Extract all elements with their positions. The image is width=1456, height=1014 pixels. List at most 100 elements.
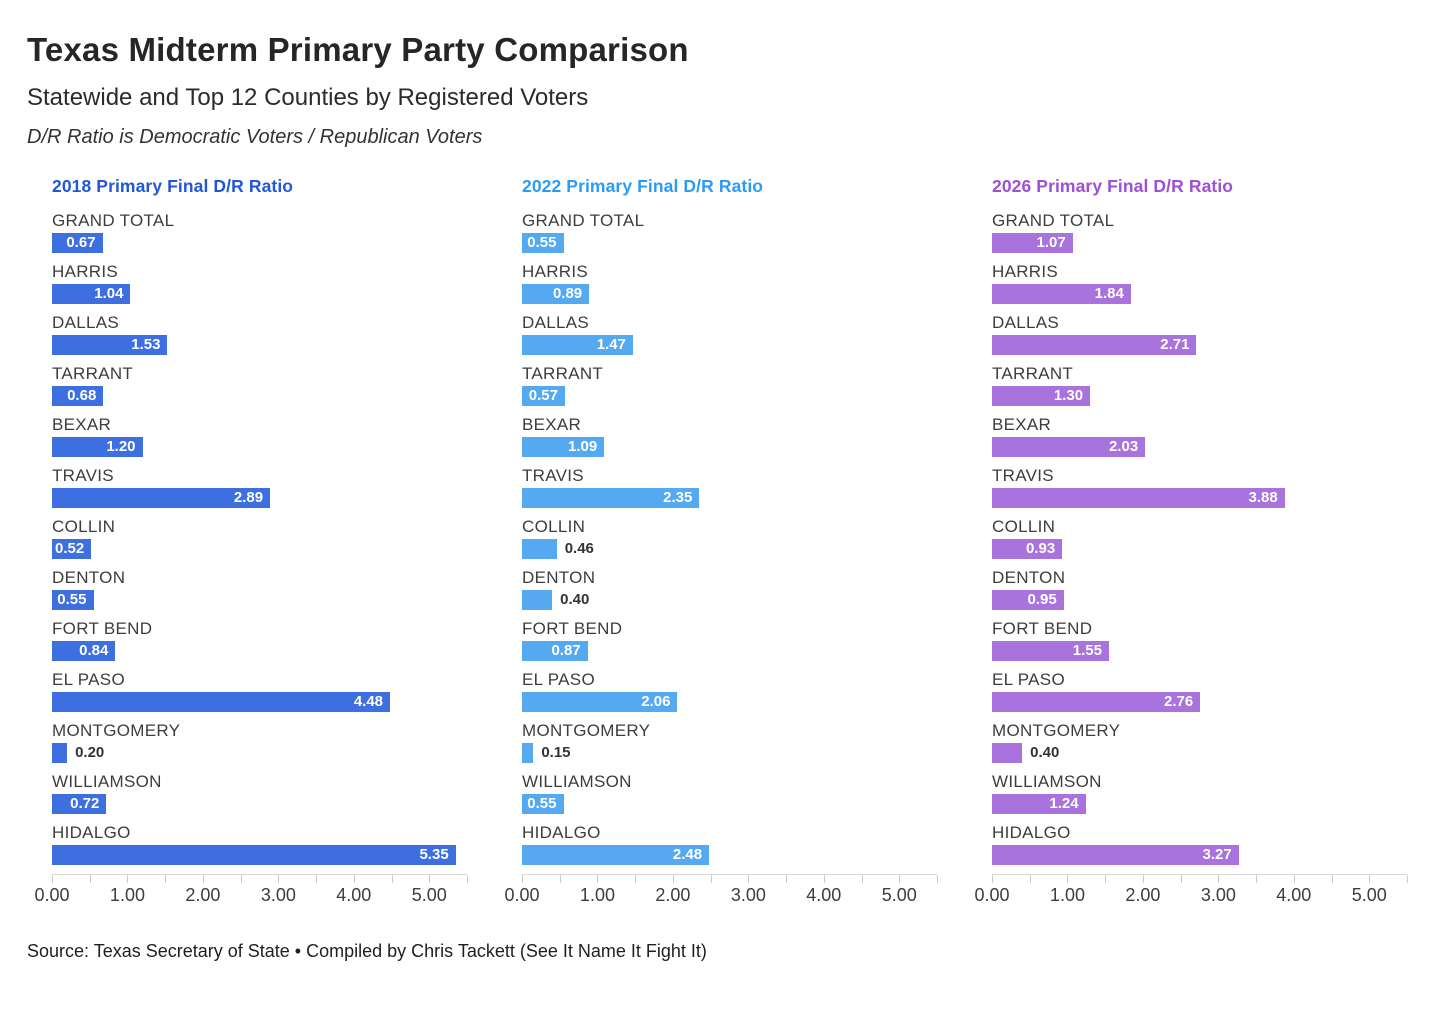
bar: 0.55 xyxy=(522,233,564,253)
bar-line: 0.68 xyxy=(52,386,467,406)
bar-row: TARRANT 0.68 xyxy=(52,364,467,406)
bar: 1.09 xyxy=(522,437,605,457)
bar-line: 0.89 xyxy=(522,284,937,304)
bar: 0.72 xyxy=(52,794,107,814)
bar-row: DENTON 0.40 xyxy=(522,568,937,610)
bar-row: TARRANT 0.57 xyxy=(522,364,937,406)
axis-tick xyxy=(635,875,637,883)
county-label: GRAND TOTAL xyxy=(522,211,645,230)
chart-panel-2: 2022 Primary Final D/R Ratio GRAND TOTAL 0… xyxy=(504,175,938,910)
county-label: COLLIN xyxy=(522,517,586,536)
axis-tick xyxy=(316,875,318,883)
bar-row: TARRANT 1.30 xyxy=(992,364,1407,406)
axis-tick xyxy=(278,875,280,883)
bar-value: 0.68 xyxy=(67,387,97,404)
bar: 1.04 xyxy=(52,284,131,304)
axis-tick-label: 2.00 xyxy=(655,885,691,905)
bar-line: 0.55 xyxy=(522,233,937,253)
axis-tick xyxy=(429,875,431,883)
bar-value: 0.87 xyxy=(551,642,581,659)
bar-line: 1.84 xyxy=(992,284,1407,304)
county-label: FORT BEND xyxy=(992,619,1093,638)
axis-tick xyxy=(1407,875,1408,883)
bar-row: MONTGOMERY 0.15 xyxy=(522,721,937,763)
bar-value: 2.48 xyxy=(672,846,703,863)
axis-tick xyxy=(202,875,204,883)
axis-tick xyxy=(1029,875,1031,883)
bar: 0.95 xyxy=(992,590,1064,610)
bar-line: 0.67 xyxy=(52,233,467,253)
bar-line: 2.03 xyxy=(992,437,1407,457)
panel-title: 2022 Primary Final D/R Ratio xyxy=(522,176,764,196)
bar: 0.52 xyxy=(52,539,92,559)
bar-value: 2.35 xyxy=(663,489,693,506)
bar xyxy=(522,590,553,610)
axis-tick xyxy=(899,875,901,883)
bar-line: 1.04 xyxy=(52,284,467,304)
county-label: TRAVIS xyxy=(992,466,1054,485)
axis-tick xyxy=(165,875,167,883)
axis-tick-label: 1.00 xyxy=(1049,885,1085,905)
bar-line: 0.15 xyxy=(522,743,937,763)
county-label: TRAVIS xyxy=(52,466,114,485)
bar: 1.53 xyxy=(52,335,168,355)
county-label: WILLIAMSON xyxy=(992,772,1102,791)
bar-value: 2.06 xyxy=(641,693,671,710)
bar-row: DALLAS 1.53 xyxy=(52,313,467,355)
axis-tick xyxy=(1256,875,1258,883)
bar-line: 5.35 xyxy=(52,845,467,865)
bar-value: 1.07 xyxy=(1036,234,1066,251)
bar-line: 2.76 xyxy=(992,692,1407,712)
axis-tick xyxy=(1331,875,1333,883)
bar: 2.35 xyxy=(522,488,700,508)
bar-value: 4.48 xyxy=(353,693,384,710)
bar-line: 0.20 xyxy=(52,743,467,763)
bar-value: 0.55 xyxy=(527,795,557,812)
bar-row: WILLIAMSON 0.72 xyxy=(52,772,467,814)
county-label: TRAVIS xyxy=(522,466,584,485)
bar-line: 4.48 xyxy=(52,692,467,712)
axis-tick-label: 5.00 xyxy=(411,885,447,905)
x-axis: 0.00 1.00 2.00 3.00 4.00 5.00 xyxy=(974,874,1408,910)
axis-tick-label: 1.00 xyxy=(579,885,615,905)
bar-row: TRAVIS 2.89 xyxy=(52,466,467,508)
chart-panel-3: 2026 Primary Final D/R Ratio GRAND TOTAL 1… xyxy=(974,175,1408,910)
county-label: BEXAR xyxy=(992,415,1052,434)
axis-tick xyxy=(710,875,712,883)
bar-value: 0.52 xyxy=(55,540,85,557)
axis-tick xyxy=(89,875,91,883)
bar: 0.55 xyxy=(52,590,94,610)
bar-line: 0.46 xyxy=(522,539,937,559)
axis-tick xyxy=(1105,875,1107,883)
page-subtitle: Statewide and Top 12 Counties by Registe… xyxy=(27,84,589,111)
county-label: DALLAS xyxy=(522,313,590,332)
bar-line: 0.55 xyxy=(522,794,937,814)
bar xyxy=(522,743,534,763)
bar-row: DENTON 0.95 xyxy=(992,568,1407,610)
bar-line: 0.57 xyxy=(522,386,937,406)
bar-value: 0.46 xyxy=(564,540,594,557)
bar-line: 0.40 xyxy=(992,743,1407,763)
bar-line: 0.55 xyxy=(52,590,467,610)
county-label: HARRIS xyxy=(522,262,589,281)
axis-tick xyxy=(1369,875,1371,883)
bar-row: MONTGOMERY 0.40 xyxy=(992,721,1407,763)
bar-value: 0.84 xyxy=(79,642,109,659)
bar-row: BEXAR 2.03 xyxy=(992,415,1407,457)
bar-line: 0.95 xyxy=(992,590,1407,610)
bar-value: 1.24 xyxy=(1049,795,1079,812)
bar-value: 0.40 xyxy=(560,591,590,608)
bar-line: 0.93 xyxy=(992,539,1407,559)
bar: 0.87 xyxy=(522,641,588,661)
bar-row: EL PASO 2.76 xyxy=(992,670,1407,712)
bar-value: 0.20 xyxy=(75,744,105,761)
bar-value: 1.47 xyxy=(596,336,626,353)
county-label: HIDALGO xyxy=(992,823,1071,842)
bar-line: 1.30 xyxy=(992,386,1407,406)
bar: 1.30 xyxy=(992,386,1091,406)
bar: 1.24 xyxy=(992,794,1086,814)
bar: 0.55 xyxy=(522,794,564,814)
bar: 1.84 xyxy=(992,284,1131,304)
axis-tick xyxy=(52,875,53,883)
axis-tick xyxy=(992,875,993,883)
